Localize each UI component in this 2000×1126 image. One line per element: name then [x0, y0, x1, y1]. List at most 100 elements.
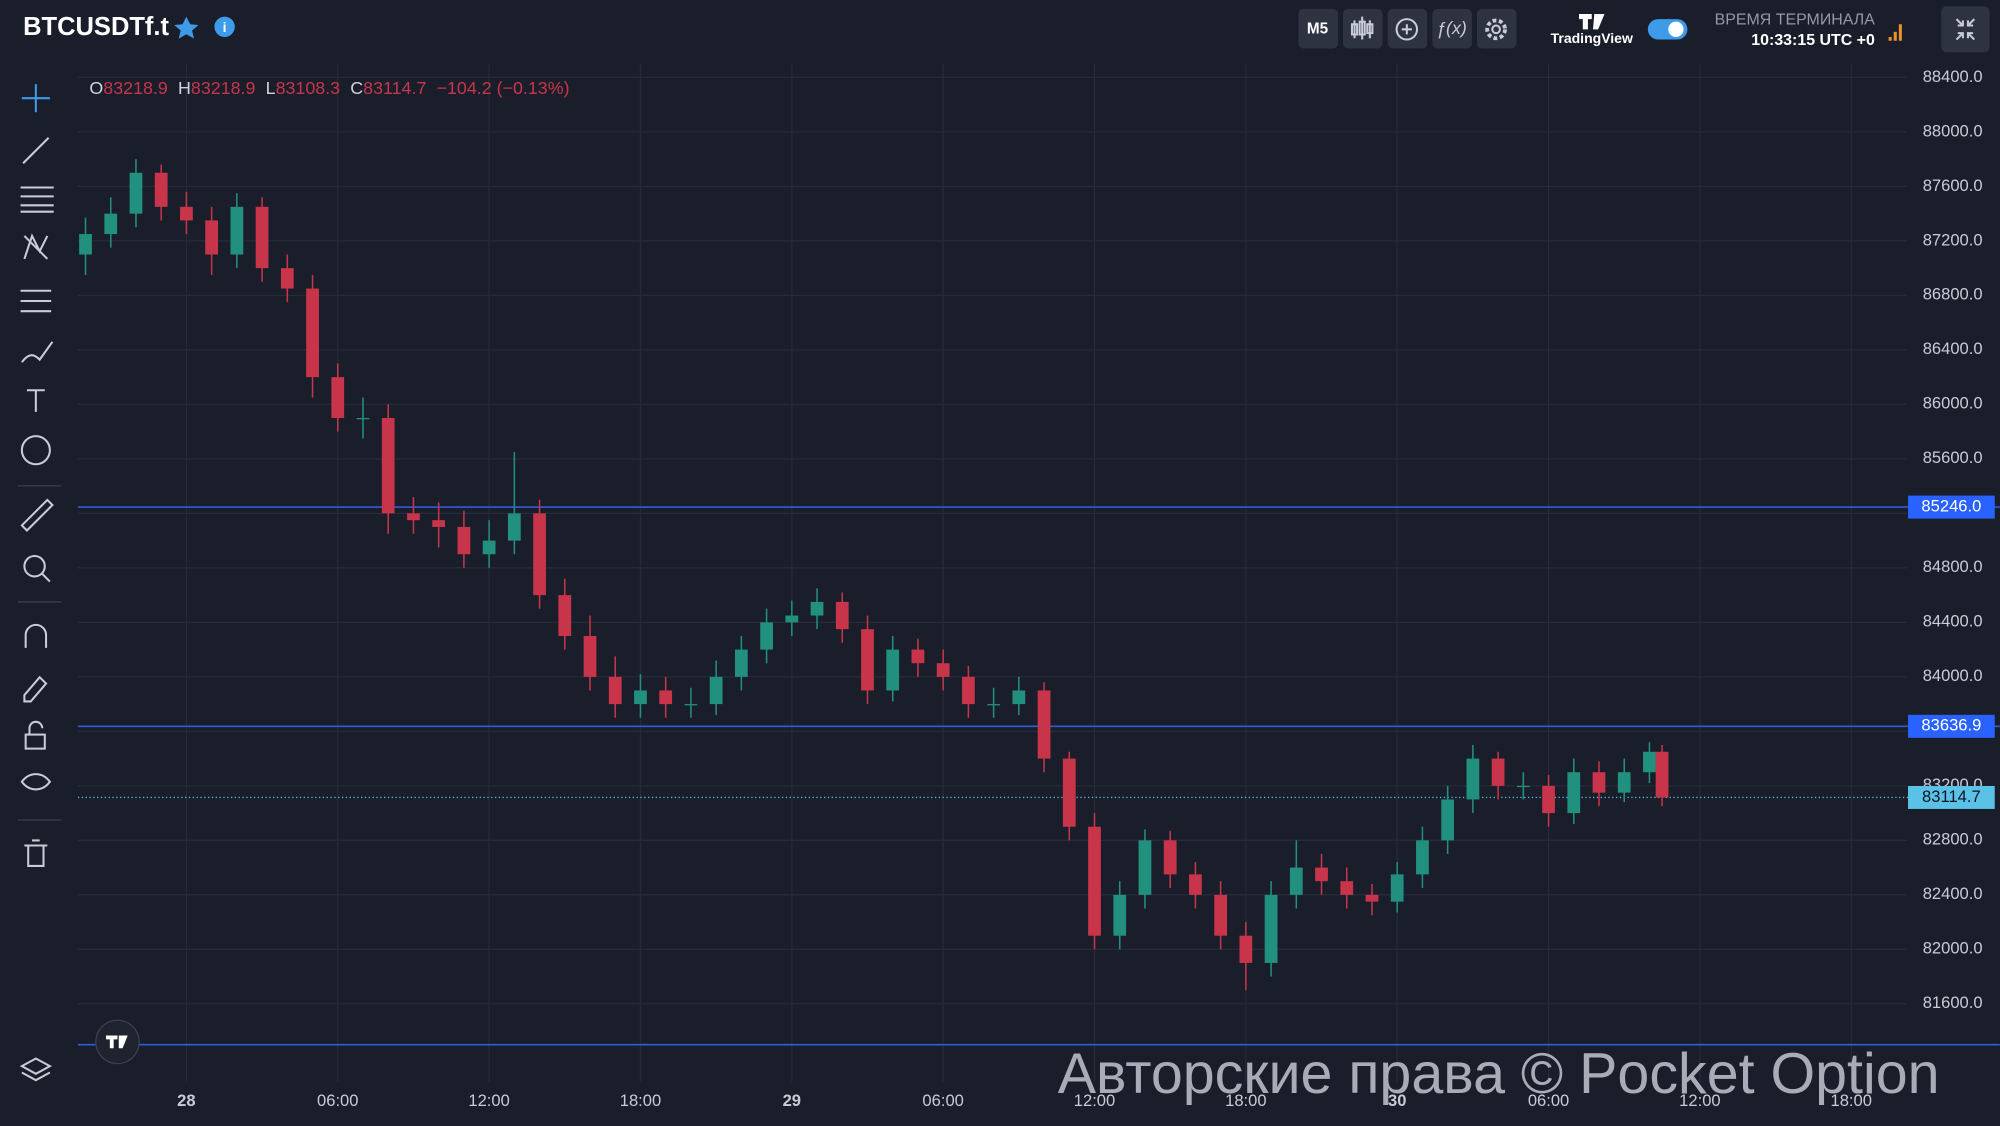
ohlc-legend: O 83218.9 H 83218.9 L 83108.3 C 83114.7 −104.2 (…	[89, 78, 569, 98]
candle-body	[608, 676, 622, 705]
candle-body	[255, 206, 269, 269]
draw-mode-tool[interactable]	[23, 675, 48, 703]
x-tick-label: 28	[177, 1091, 195, 1110]
emoji-tool[interactable]	[20, 435, 51, 466]
candle-body	[558, 595, 572, 636]
y-tick-label: 87600.0	[1923, 176, 1983, 195]
tv-logo	[1578, 14, 1605, 30]
magnet-tool[interactable]	[24, 623, 48, 648]
x-tick-label: 06:00	[1528, 1091, 1569, 1110]
candle-body	[1037, 690, 1051, 759]
y-tick-label: 88000.0	[1923, 121, 1983, 140]
candle-body	[1655, 751, 1669, 798]
candle-body	[1567, 772, 1581, 814]
y-tick-label: 87200.0	[1923, 230, 1983, 249]
y-tick-label: 84400.0	[1923, 612, 1983, 631]
candles: 85246.0 83636.9 83114.7	[77, 159, 2000, 1046]
last-price-label: 83114.7	[1922, 787, 1981, 806]
candle-body	[79, 234, 92, 255]
candle-body	[533, 513, 546, 596]
level-label-bg	[1908, 714, 1995, 738]
candle-body	[1189, 874, 1202, 895]
ohlc-value: 83108.3	[276, 78, 341, 98]
candle-body	[1062, 758, 1076, 827]
candle-body	[507, 513, 521, 541]
toggle-knob	[1668, 21, 1684, 37]
favorite-star[interactable]	[174, 16, 199, 39]
candle-body	[205, 220, 219, 255]
ohlc-value: 83218.9	[191, 78, 256, 98]
layers-tool[interactable]	[19, 1057, 53, 1082]
settings-icon	[1485, 18, 1507, 41]
interval-label: M5	[1307, 20, 1329, 37]
candle-body	[432, 520, 446, 527]
interval-button[interactable]	[1298, 8, 1338, 49]
fib-tool[interactable]	[20, 186, 54, 213]
candle-body	[760, 622, 773, 650]
candle-body	[962, 676, 975, 705]
settings-button[interactable]	[1476, 8, 1517, 49]
candle-body	[987, 704, 1000, 706]
line-tool[interactable]	[22, 137, 50, 164]
fullscreen-button[interactable]	[1941, 6, 1990, 53]
lock-tool[interactable]	[24, 733, 46, 750]
candle-body	[407, 513, 420, 521]
info-icon[interactable]	[214, 16, 235, 37]
y-tick-label: 85600.0	[1923, 448, 1983, 467]
brush-tool[interactable]	[21, 341, 54, 363]
candle-body	[1163, 840, 1177, 875]
text-tool[interactable]	[26, 389, 45, 412]
y-tick-label: 84000.0	[1923, 666, 1983, 685]
candle-body	[1390, 874, 1404, 902]
candle-body	[1012, 690, 1026, 705]
ohlc-key: C	[350, 78, 363, 98]
candle-body	[331, 377, 345, 418]
info-glyph: i	[223, 19, 227, 35]
candle-body	[1264, 894, 1278, 963]
ohlc-change: −104.2 (−0.13%)	[437, 78, 570, 98]
candle-body	[1315, 867, 1328, 882]
projection-tool[interactable]	[20, 289, 52, 313]
y-tick-label: 88400.0	[1923, 67, 1983, 86]
candle-body	[1491, 758, 1505, 786]
ohlc-key: H	[178, 78, 191, 98]
level-label: 85246.0	[1921, 496, 1981, 515]
zoom-tool[interactable]	[23, 555, 46, 578]
candle-body	[659, 690, 673, 705]
visibility-tool[interactable]	[20, 773, 52, 791]
candle-body	[482, 540, 496, 555]
ohlc-value: 83218.9	[103, 78, 168, 98]
x-tick-label: 29	[783, 1091, 801, 1110]
symbol[interactable]: BTCUSDTf.t	[23, 13, 169, 41]
candle-body	[129, 172, 143, 214]
x-tick-label: 30	[1388, 1091, 1406, 1110]
y-tick-label: 86800.0	[1923, 285, 1983, 304]
delete-tool[interactable]	[24, 839, 48, 867]
pattern-tool[interactable]	[23, 233, 49, 260]
lock-shackle	[28, 720, 44, 735]
level-label: 83636.9	[1921, 716, 1981, 735]
candle-body	[1617, 772, 1631, 793]
brand-label: TradingView	[1551, 30, 1633, 46]
grid: 81600.082000.082400.082800.083200.083600…	[77, 63, 1983, 1110]
crosshair-tool[interactable]	[21, 84, 50, 113]
ohlc-value: 83114.7	[363, 78, 426, 98]
candle-body	[306, 288, 319, 378]
tv-badge[interactable]	[95, 1019, 140, 1065]
signal-icon	[1888, 24, 1902, 41]
compare-icon	[1395, 18, 1419, 41]
fullscreen-icon	[1955, 18, 1976, 41]
ruler-tool[interactable]	[20, 498, 54, 532]
candle-body	[280, 268, 294, 289]
left-toolbar	[18, 84, 140, 1082]
indicators-button[interactable]	[1432, 8, 1472, 49]
x-tick-label: 12:00	[1679, 1091, 1720, 1110]
candle-body	[230, 206, 244, 255]
x-tick-label: 12:00	[468, 1091, 509, 1110]
candle-body	[1516, 785, 1530, 788]
zoom-handle	[41, 573, 51, 583]
candle-body	[457, 526, 471, 555]
candle-body	[1214, 894, 1228, 936]
candle-body	[583, 635, 597, 677]
candle-body	[1289, 867, 1303, 895]
